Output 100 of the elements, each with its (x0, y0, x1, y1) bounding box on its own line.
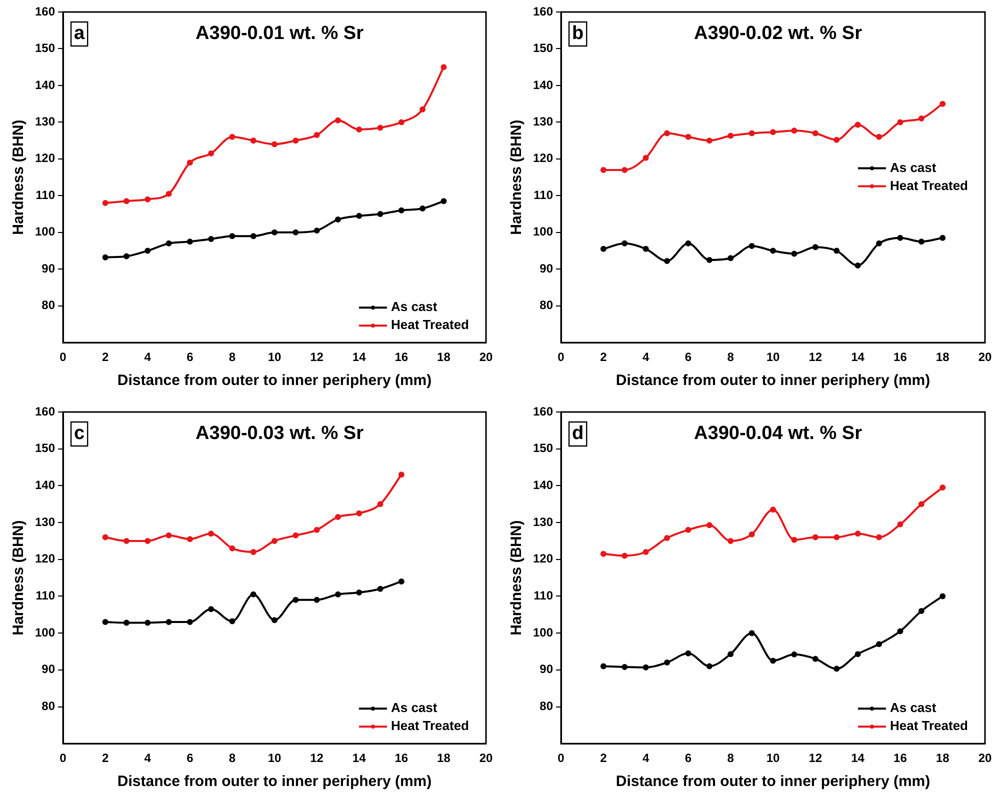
point (356, 212, 362, 219)
x-tick-label: 2 (600, 751, 608, 766)
legend-label: Heat Treated (390, 317, 470, 332)
y-tick-label: 120 (34, 552, 56, 566)
point (102, 200, 108, 206)
legend-label: As cast (890, 700, 937, 716)
point (642, 154, 649, 161)
point (770, 658, 776, 664)
point (834, 666, 840, 672)
y-tick-label: 120 (532, 151, 554, 166)
point (166, 190, 172, 197)
text: A390-0.01 wt. % Sr (196, 23, 364, 44)
point (812, 244, 818, 250)
text: A390-0.04 wt. % Sr (694, 423, 863, 444)
x-tick-label: 14 (851, 350, 865, 364)
point (770, 506, 776, 513)
point (272, 229, 278, 236)
point (791, 651, 798, 658)
point (706, 138, 712, 144)
x-tick-label: 4 (642, 350, 650, 364)
x-tick-label: 18 (437, 350, 451, 364)
x-tick-label: 6 (684, 751, 692, 766)
point (356, 126, 362, 133)
point (664, 130, 670, 136)
point (728, 651, 734, 658)
point (186, 160, 193, 166)
point (854, 530, 861, 537)
point (398, 472, 404, 478)
point (748, 531, 755, 538)
point (897, 234, 904, 241)
y-tick-label: 110 (534, 588, 554, 603)
x-tick-label: 16 (894, 751, 908, 766)
point (622, 552, 628, 559)
legend-label: As cast (390, 700, 438, 716)
x-tick-label: 0 (558, 350, 565, 364)
point (186, 536, 193, 542)
point (854, 122, 861, 128)
point (812, 130, 818, 136)
y-tick-label: 90 (42, 261, 56, 276)
point (208, 236, 214, 242)
point (166, 532, 172, 538)
point (834, 248, 840, 254)
y-tick-label: 110 (36, 588, 56, 603)
y-tick-label: 120 (34, 151, 56, 166)
x-tick-label: 18 (936, 751, 950, 766)
point (918, 608, 924, 614)
y-tick-label: 100 (34, 224, 56, 239)
point (314, 526, 320, 533)
point (144, 620, 151, 626)
point (770, 129, 776, 136)
x-tick-label: 16 (394, 350, 408, 364)
x-tick-label: 10 (268, 350, 282, 364)
point (420, 106, 426, 112)
point (292, 532, 299, 538)
point (600, 166, 606, 173)
y-tick-label: 110 (36, 188, 56, 202)
point (398, 207, 404, 214)
point (685, 650, 692, 656)
y-tick-label: 160 (34, 4, 56, 18)
y-tick-label: 80 (42, 699, 56, 714)
x-tick-label: 8 (228, 350, 236, 364)
y-tick-label: 130 (532, 514, 554, 529)
point (706, 256, 712, 263)
point (812, 534, 818, 540)
point (664, 258, 670, 264)
point (144, 538, 151, 544)
point (377, 211, 384, 218)
point (292, 596, 299, 603)
point (229, 134, 236, 140)
point (334, 216, 341, 223)
x-tick-label: 0 (558, 751, 565, 766)
legend-label: As cast (390, 299, 438, 314)
point (334, 117, 341, 124)
x-tick-label: 10 (268, 751, 282, 766)
point (685, 526, 692, 533)
x-tick-label: 4 (144, 751, 152, 766)
point (791, 128, 798, 134)
point (229, 545, 236, 552)
point (377, 124, 384, 131)
y-tick-label: 80 (42, 298, 56, 312)
point (940, 484, 946, 491)
point (292, 138, 299, 144)
point (166, 619, 172, 626)
point (123, 198, 130, 204)
x-tick-label: 2 (600, 350, 608, 364)
x-tick-label: 2 (102, 751, 109, 766)
point (292, 229, 299, 236)
point (440, 64, 447, 70)
point (622, 240, 628, 246)
legend-label: Heat Treated (890, 178, 968, 193)
x-tick-label: 12 (310, 350, 324, 364)
y-tick-label: 120 (532, 552, 554, 566)
point (102, 619, 108, 626)
point (748, 130, 755, 136)
point (250, 591, 256, 598)
point (600, 550, 606, 557)
legend-label: Heat Treated (390, 718, 470, 734)
point (918, 238, 924, 245)
point (334, 591, 341, 598)
x-tick-label: 12 (808, 751, 822, 766)
